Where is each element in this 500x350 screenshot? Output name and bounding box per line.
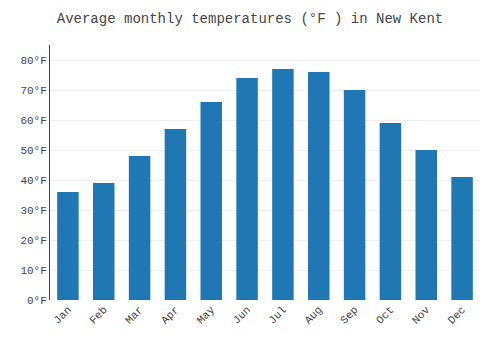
svg-text:Aug: Aug xyxy=(302,304,324,326)
svg-text:30°F: 30°F xyxy=(20,205,46,217)
svg-text:Feb: Feb xyxy=(87,304,109,326)
svg-text:Sep: Sep xyxy=(338,304,360,326)
svg-text:80°F: 80°F xyxy=(20,55,46,67)
svg-text:Average monthly temperatures (: Average monthly temperatures (°F ) in Ne… xyxy=(57,11,443,27)
svg-text:Dec: Dec xyxy=(446,304,468,326)
svg-text:May: May xyxy=(195,304,218,327)
svg-text:10°F: 10°F xyxy=(20,265,46,277)
svg-text:0°F: 0°F xyxy=(27,295,47,307)
svg-text:50°F: 50°F xyxy=(20,145,46,157)
svg-text:40°F: 40°F xyxy=(20,175,46,187)
svg-text:Apr: Apr xyxy=(159,304,181,326)
svg-text:60°F: 60°F xyxy=(20,115,46,127)
svg-text:Jul: Jul xyxy=(266,304,288,326)
svg-text:70°F: 70°F xyxy=(20,85,46,97)
svg-text:Nov: Nov xyxy=(410,304,433,327)
svg-text:Jan: Jan xyxy=(51,304,73,326)
svg-text:Mar: Mar xyxy=(123,304,145,326)
svg-text:20°F: 20°F xyxy=(20,235,46,247)
svg-text:Oct: Oct xyxy=(374,304,396,326)
svg-text:Jun: Jun xyxy=(231,304,253,326)
